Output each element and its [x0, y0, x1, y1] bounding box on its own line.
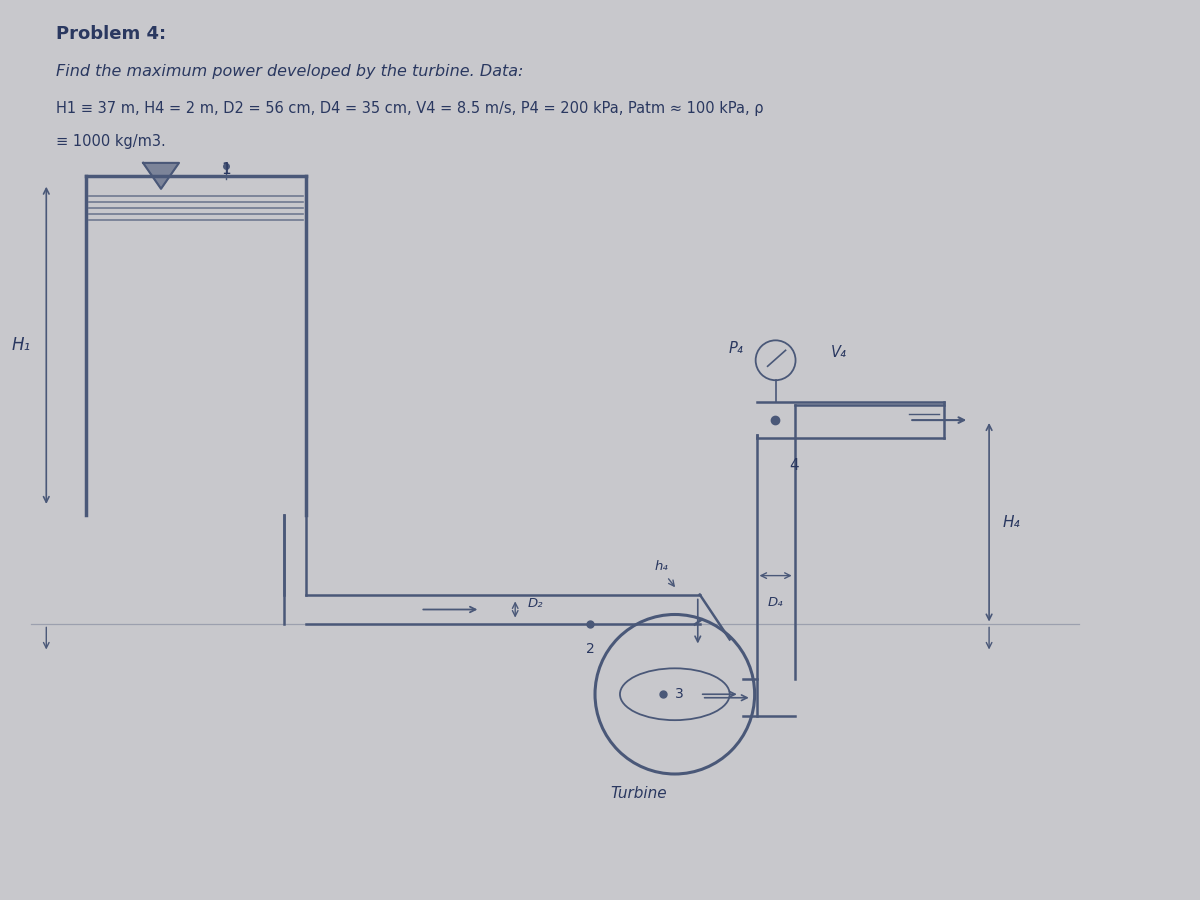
Text: ≡ 1000 kg/m3.: ≡ 1000 kg/m3.: [56, 134, 166, 148]
Text: h₄: h₄: [655, 560, 668, 572]
Text: 4: 4: [790, 458, 799, 473]
Text: H1 ≡ 37 m, H4 = 2 m, D2 = 56 cm, D4 = 35 cm, V4 = 8.5 m/s, P4 = 200 kPa, Patm ≈ : H1 ≡ 37 m, H4 = 2 m, D2 = 56 cm, D4 = 35…: [56, 101, 763, 116]
Text: 3: 3: [674, 688, 684, 701]
Text: 2: 2: [586, 643, 594, 656]
Text: 1: 1: [221, 162, 230, 177]
Text: P₄: P₄: [728, 341, 744, 356]
Text: Problem 4:: Problem 4:: [56, 25, 167, 43]
Text: H₄: H₄: [1002, 515, 1020, 530]
Text: Turbine: Turbine: [610, 787, 667, 801]
Text: D₄: D₄: [768, 596, 784, 608]
Text: Find the maximum power developed by the turbine. Data:: Find the maximum power developed by the …: [56, 64, 523, 79]
Text: D₂: D₂: [527, 597, 542, 610]
Text: H₁: H₁: [12, 337, 31, 355]
Text: V₄: V₄: [830, 345, 846, 360]
Polygon shape: [143, 163, 179, 189]
